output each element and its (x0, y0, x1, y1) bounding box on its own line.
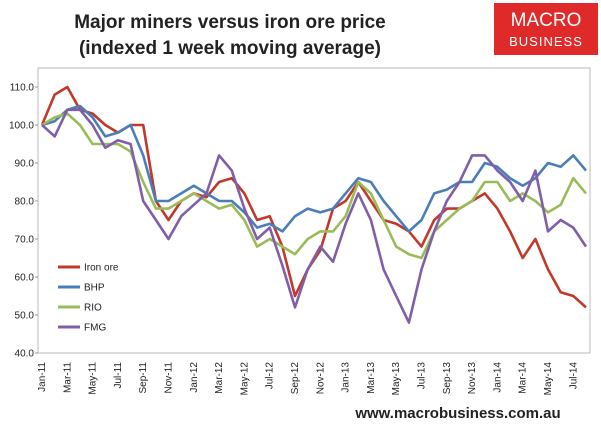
x-tick-label: Mar-12 (214, 362, 225, 394)
legend-label: RIO (84, 303, 102, 314)
x-tick-label: Jan-12 (189, 362, 200, 393)
x-tick-label: Jul-13 (417, 362, 428, 390)
x-tick-label: Nov-12 (315, 362, 326, 395)
x-tick-label: Sep-12 (290, 362, 301, 395)
x-tick-label: Mar-13 (366, 362, 377, 394)
y-tick-label: 40.0 (15, 349, 35, 360)
x-tick-label: May-13 (391, 362, 402, 396)
x-tick-label: May-11 (88, 362, 99, 395)
brand-text: MACRO (511, 10, 582, 31)
x-tick-label: Jul-12 (265, 362, 276, 390)
y-tick-label: 90.0 (15, 159, 35, 170)
x-tick-label: May-12 (239, 362, 250, 396)
x-tick-label: Jan-13 (341, 362, 352, 393)
x-tick-label: May-14 (543, 362, 554, 396)
source-url: www.macrobusiness.com.au (354, 405, 560, 422)
x-tick-label: Jan-14 (492, 362, 503, 393)
chart-title: Major miners versus iron ore price (74, 12, 386, 33)
x-tick-label: Mar-14 (518, 362, 529, 394)
y-tick-label: 80.0 (15, 197, 35, 208)
y-tick-label: 110.0 (10, 83, 35, 94)
brand-logo (494, 3, 598, 55)
x-tick-label: Jul-11 (113, 362, 124, 389)
x-tick-label: Sep-13 (442, 362, 453, 395)
x-tick-label: Jul-14 (568, 362, 579, 390)
chart-subtitle: (indexed 1 week moving average) (79, 38, 381, 59)
x-tick-label: Jan-11 (37, 362, 48, 392)
brand-text: BUSINESS (509, 34, 583, 49)
y-tick-label: 100.0 (9, 121, 34, 132)
series-line (41, 108, 588, 324)
x-tick-label: Mar-11 (62, 362, 73, 393)
y-tick-label: 70.0 (15, 235, 35, 246)
legend-label: BHP (84, 283, 105, 294)
y-tick-label: 60.0 (15, 273, 35, 284)
legend-label: FMG (84, 323, 106, 334)
x-tick-label: Nov-11 (164, 362, 175, 394)
x-tick-label: Nov-13 (467, 362, 478, 395)
y-tick-label: 50.0 (15, 311, 35, 322)
x-tick-label: Sep-11 (138, 362, 149, 394)
legend-label: Iron ore (84, 263, 119, 274)
